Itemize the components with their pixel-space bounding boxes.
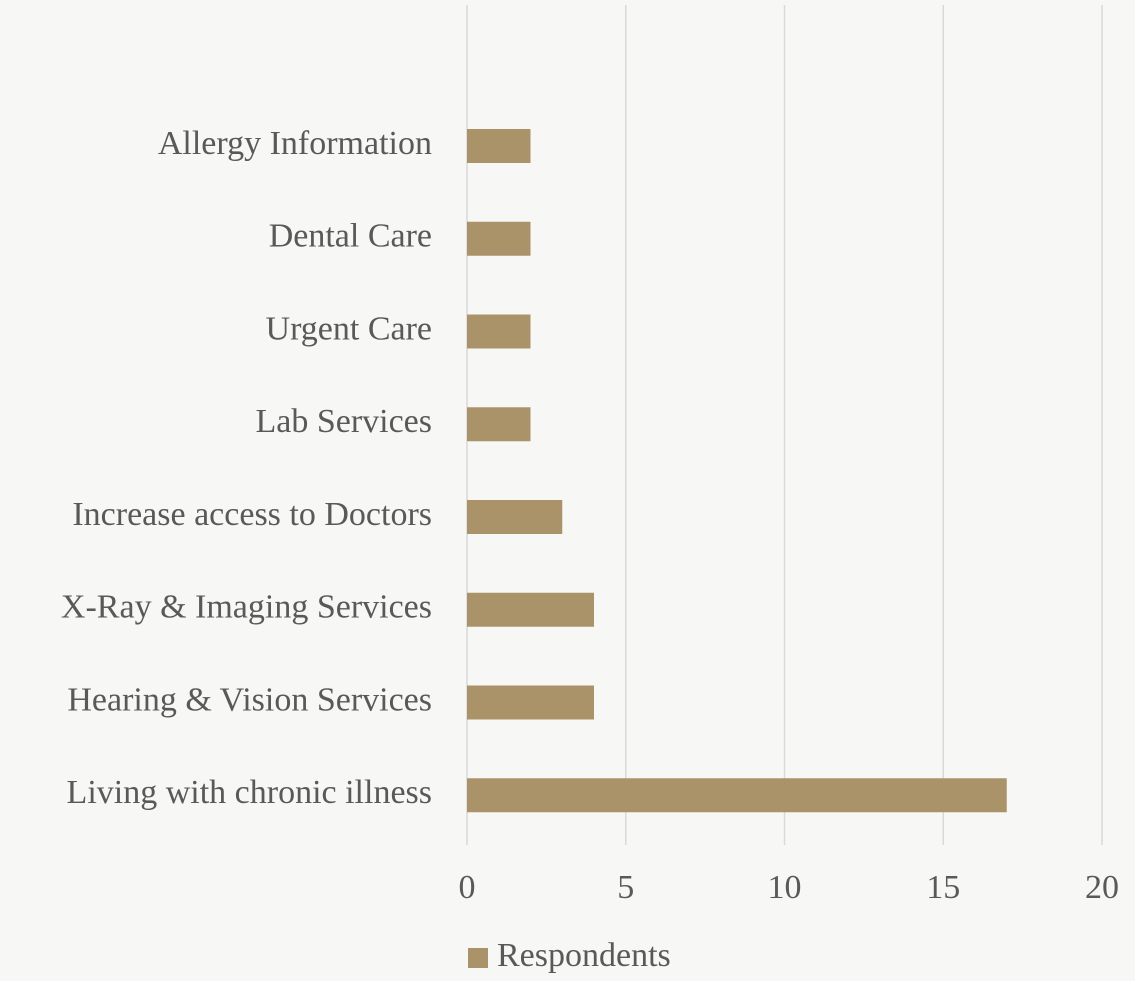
legend-label: Respondents (497, 937, 671, 974)
legend-swatch (468, 948, 488, 968)
x-tick-label: 10 (768, 869, 802, 906)
y-tick-label: X-Ray & Imaging Services (61, 589, 432, 626)
y-tick-label: Lab Services (255, 403, 432, 440)
bar (467, 685, 594, 720)
x-tick-label: 15 (926, 869, 960, 906)
bar (467, 407, 531, 442)
x-tick-label: 5 (617, 869, 634, 906)
bar (467, 500, 563, 534)
y-tick-label: Allergy Information (158, 125, 432, 162)
y-tick-label: Living with chronic illness (67, 774, 432, 811)
y-tick-label: Urgent Care (266, 310, 432, 347)
x-tick-label: 0 (459, 869, 476, 906)
bar (467, 592, 594, 627)
y-tick-label: Dental Care (269, 218, 432, 255)
x-tick-label: 20 (1085, 869, 1119, 906)
bar (467, 129, 531, 163)
bar (467, 221, 531, 256)
y-tick-label: Hearing & Vision Services (67, 681, 432, 718)
bar (467, 314, 531, 349)
bar (467, 778, 1007, 813)
y-tick-label: Increase access to Doctors (72, 496, 432, 533)
